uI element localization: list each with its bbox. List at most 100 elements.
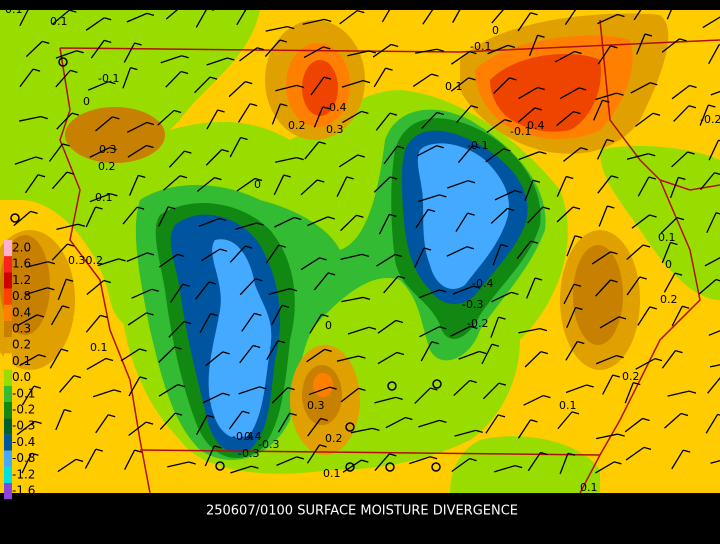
- wind-barb-flag: [687, 151, 695, 155]
- wind-barb: [490, 316, 500, 338]
- wind-barb: [313, 106, 324, 128]
- wind-barb-flag: [633, 381, 641, 386]
- wind-barb-flag: [688, 105, 697, 109]
- wind-barb: [19, 115, 41, 122]
- wind-barb-flag: [430, 387, 438, 391]
- contour-label: 0.30.2: [68, 254, 103, 267]
- wind-barb: [372, 43, 392, 58]
- wind-barb: [26, 287, 48, 295]
- wind-barb-flag: [62, 305, 70, 309]
- wind-barb: [455, 212, 469, 233]
- wind-barb: [159, 412, 176, 430]
- wind-barb-flag: [616, 92, 624, 96]
- wind-barb-flag: [602, 99, 610, 103]
- legend-swatch: [4, 434, 12, 451]
- wind-barb: [453, 380, 471, 397]
- wind-barb: [59, 375, 75, 393]
- wind-barb-flag: [70, 69, 78, 74]
- wind-barb-flag: [396, 145, 405, 149]
- wind-barb-flag: [146, 12, 155, 16]
- wind-barb-flag: [346, 176, 354, 180]
- wind-barb: [602, 374, 614, 395]
- wind-barb-flag: [146, 121, 155, 126]
- wind-barb: [168, 321, 185, 338]
- wind-barbs: [10, 0, 720, 475]
- region: [417, 143, 509, 289]
- wind-barb: [196, 415, 208, 435]
- legend-label: -0.4: [12, 435, 35, 449]
- wind-barb-flag: [180, 70, 189, 75]
- wind-barb: [89, 146, 110, 158]
- wind-barb: [168, 150, 185, 168]
- wind-barb-flag: [65, 278, 74, 282]
- wind-barb-flag: [431, 73, 439, 77]
- wind-barb-flag: [389, 176, 398, 180]
- wind-barb: [87, 81, 109, 91]
- wind-barb-flag: [206, 414, 215, 418]
- wind-barb-flag: [184, 150, 192, 154]
- region: [302, 60, 338, 116]
- wind-barb-flag: [177, 253, 185, 257]
- wind-barb-flag: [256, 222, 264, 226]
- wind-barb-flag: [654, 358, 663, 362]
- region: [573, 245, 623, 345]
- wind-barb-flag: [642, 417, 650, 422]
- wind-barb-flag: [580, 147, 588, 151]
- wind-barb-flag: [539, 151, 547, 155]
- wind-barb-flag: [394, 253, 403, 258]
- wind-barb-flag: [95, 448, 103, 452]
- contour-label: 0.2: [622, 370, 640, 383]
- contour-label: -0.4: [240, 430, 261, 443]
- wind-barb-flag: [105, 357, 114, 362]
- wind-barb: [416, 145, 438, 157]
- calm-station: [432, 379, 442, 389]
- wind-barb: [239, 47, 258, 62]
- wind-barb: [307, 418, 322, 437]
- wind-barb-flag: [151, 288, 159, 292]
- wind-barb-flag: [682, 305, 690, 309]
- wind-barb: [373, 176, 391, 193]
- wind-barb: [490, 208, 508, 224]
- wind-barb-flag: [259, 386, 267, 390]
- wind-barb: [624, 417, 643, 433]
- contour-label: 0.4: [527, 119, 545, 132]
- wind-barb: [595, 461, 615, 474]
- wind-barb-flag: [503, 148, 511, 152]
- wind-barb: [491, 291, 512, 303]
- wind-barb-flag: [534, 107, 542, 111]
- wind-barb-flag: [577, 5, 585, 10]
- wind-barb-flag: [436, 145, 444, 149]
- wind-barb: [163, 175, 181, 191]
- wind-barb: [415, 209, 429, 229]
- wind-barb: [16, 420, 35, 436]
- wind-barb: [486, 119, 506, 134]
- contour-label: 0.1: [445, 80, 463, 93]
- wind-barb: [661, 38, 680, 53]
- wind-barb: [595, 354, 617, 365]
- wind-barb-flag: [64, 409, 72, 413]
- wind-barb: [17, 314, 38, 327]
- wind-barb-flag: [542, 206, 551, 210]
- wind-barb: [340, 387, 359, 403]
- contour-label: 0.1: [50, 15, 68, 28]
- wind-barb-flag: [322, 106, 330, 110]
- wind-barb: [92, 389, 115, 398]
- wind-barb-flag: [573, 283, 582, 287]
- wind-barb-flag: [287, 26, 295, 30]
- calm-station: [345, 422, 355, 432]
- wind-barb: [277, 412, 291, 433]
- wind-barb: [271, 305, 283, 326]
- wind-barb-flag: [674, 272, 683, 276]
- wind-barb: [597, 175, 612, 194]
- wind-barb: [271, 103, 281, 125]
- wind-barb-flag: [35, 156, 43, 160]
- wind-barb-flag: [356, 214, 364, 218]
- wind-barb-flag: [389, 453, 397, 457]
- wind-barb-flag: [289, 288, 297, 292]
- wind-barb-flag: [38, 354, 46, 358]
- wind-barb-flag: [530, 12, 538, 16]
- wind-barb: [481, 343, 493, 365]
- wind-barb-flag: [67, 243, 75, 247]
- wind-barb-flag: [222, 351, 230, 355]
- wind-barb-flag: [296, 84, 304, 88]
